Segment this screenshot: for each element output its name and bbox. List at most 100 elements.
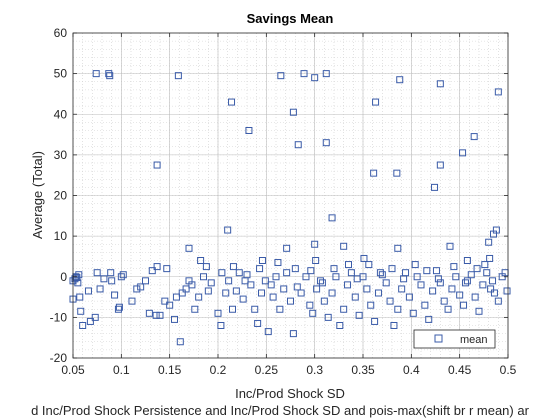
data-point: [390, 322, 398, 329]
data-point: [195, 293, 203, 301]
data-point: [456, 291, 464, 299]
legend-box: [413, 329, 496, 349]
data-point: [272, 273, 280, 281]
data-point: [394, 305, 402, 313]
data-point: [328, 214, 336, 222]
data-point: [432, 267, 440, 275]
data-point: [107, 269, 115, 277]
data-point: [386, 297, 394, 305]
data-point: [347, 269, 355, 277]
data-point: [302, 273, 310, 281]
data-point: [245, 127, 253, 134]
data-point: [311, 74, 319, 82]
data-point: [434, 275, 442, 283]
data-point: [251, 305, 259, 313]
data-point: [300, 70, 308, 78]
data-point: [105, 70, 113, 78]
data-point: [291, 265, 299, 273]
data-point: [229, 263, 237, 271]
x-tick-label: 0.45: [448, 363, 472, 377]
x-tick-label: 0.15: [158, 363, 182, 377]
y-tick-label: -20: [50, 351, 68, 365]
data-point: [247, 281, 255, 289]
data-point: [254, 319, 262, 327]
y-tick-label: -10: [50, 310, 68, 324]
data-point: [409, 309, 417, 317]
data-point: [261, 277, 269, 285]
data-point: [307, 267, 315, 275]
data-point: [393, 169, 401, 177]
data-point: [467, 271, 475, 279]
data-point: [463, 257, 471, 264]
data-point: [111, 291, 119, 299]
data-point: [274, 259, 282, 267]
data-point: [267, 281, 275, 289]
data-point: [461, 279, 469, 287]
x-tick-label: 0.5: [500, 363, 517, 377]
data-point: [200, 273, 207, 281]
data-point: [318, 279, 326, 287]
y-tick-label: 50: [54, 67, 68, 81]
data-point: [224, 226, 232, 234]
data-point: [388, 265, 396, 273]
data-point: [436, 80, 444, 88]
data-point: [148, 267, 156, 275]
data-point: [217, 322, 225, 329]
data-point: [96, 285, 104, 293]
data-point: [320, 297, 328, 305]
data-point: [431, 183, 439, 191]
data-point: [293, 283, 301, 291]
data-point: [470, 133, 478, 141]
data-point: [163, 265, 171, 273]
data-point: [475, 307, 483, 315]
data-point: [336, 322, 344, 329]
data-point: [172, 293, 180, 301]
data-point: [309, 309, 317, 317]
data-point: [176, 338, 184, 346]
y-tick-label: 10: [54, 229, 68, 243]
data-point: [91, 313, 99, 321]
data-point: [114, 305, 122, 313]
data-point: [312, 257, 320, 264]
data-point: [494, 88, 502, 96]
data-point: [283, 244, 291, 252]
data-point: [490, 230, 497, 238]
data-point: [280, 285, 288, 293]
data-point: [479, 281, 487, 289]
data-point: [444, 305, 452, 313]
legend-marker-icon: [434, 334, 443, 343]
data-point: [188, 281, 196, 289]
data-point: [276, 305, 284, 313]
data-point: [440, 297, 448, 305]
y-tick-label: 60: [54, 26, 68, 40]
data-point: [108, 277, 116, 285]
data-point: [239, 295, 247, 303]
data-point: [258, 257, 266, 264]
data-point: [145, 309, 153, 317]
x-tick-label: 0.4: [403, 363, 420, 377]
data-point: [229, 305, 236, 313]
data-point: [463, 277, 471, 285]
data-point: [371, 317, 379, 325]
data-point: [119, 271, 127, 279]
data-point: [471, 293, 479, 301]
data-point: [396, 76, 404, 84]
data-point: [481, 261, 489, 269]
data-point: [152, 311, 160, 319]
data-point: [218, 269, 226, 277]
x-tick-label: 0.2: [210, 363, 227, 377]
data-point: [297, 289, 305, 297]
data-point: [344, 281, 352, 289]
data-point: [360, 254, 368, 262]
data-point: [332, 273, 340, 281]
data-point: [93, 269, 101, 277]
x-axis-label: Inc/Prod Shock SD: [235, 386, 345, 401]
data-point: [76, 293, 84, 301]
data-point: [128, 297, 136, 305]
data-point: [398, 285, 406, 293]
data-point: [503, 287, 511, 295]
data-point: [117, 273, 125, 281]
data-point: [483, 269, 491, 277]
data-point: [372, 98, 380, 106]
data-point: [473, 265, 481, 273]
